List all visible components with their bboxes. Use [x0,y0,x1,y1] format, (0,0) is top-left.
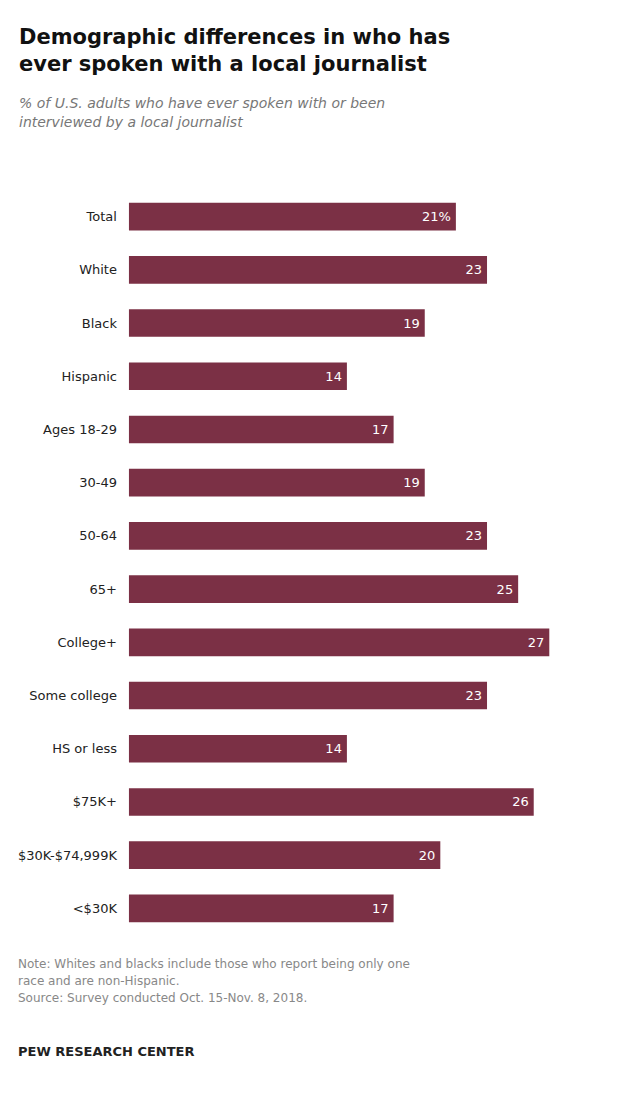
svg-text:Total: Total [86,209,117,224]
svg-text:21%: 21% [422,209,451,224]
svg-text:Some college: Some college [29,688,117,703]
svg-text:ever spoken with a local journ: ever spoken with a local journalist [19,52,427,76]
svg-text:$75K+: $75K+ [73,794,117,809]
svg-text:Hispanic: Hispanic [62,369,117,384]
svg-text:HS or less: HS or less [52,741,117,756]
svg-text:% of U.S. adults who have ever: % of U.S. adults who have ever spoken wi… [19,95,385,111]
svg-text:<$30K: <$30K [73,901,118,916]
svg-text:Source: Survey conducted Oct.: Source: Survey conducted Oct. 15-Nov. 8,… [18,991,307,1005]
svg-text:Demographic differences in who: Demographic differences in who has [19,25,450,49]
svg-text:race and are non-Hispanic.: race and are non-Hispanic. [18,974,180,988]
svg-text:23: 23 [465,528,482,543]
svg-text:interviewed by a local journal: interviewed by a local journalist [19,114,243,130]
svg-text:23: 23 [465,262,482,277]
svg-text:50-64: 50-64 [79,528,117,543]
svg-text:19: 19 [403,475,420,490]
svg-text:White: White [79,262,117,277]
svg-text:Ages 18-29: Ages 18-29 [43,422,117,437]
svg-text:25: 25 [497,582,514,597]
svg-text:PEW RESEARCH CENTER: PEW RESEARCH CENTER [18,1044,194,1059]
svg-text:$30K-$74,999K: $30K-$74,999K [18,848,117,863]
svg-text:College+: College+ [58,635,117,650]
svg-text:65+: 65+ [90,582,117,597]
svg-text:17: 17 [372,901,389,916]
svg-text:23: 23 [465,688,482,703]
svg-text:Note: Whites and blacks includ: Note: Whites and blacks include those wh… [18,957,410,971]
svg-text:20: 20 [419,848,436,863]
svg-text:19: 19 [403,316,420,331]
svg-text:30-49: 30-49 [79,475,117,490]
svg-text:14: 14 [325,369,342,384]
svg-text:26: 26 [512,794,529,809]
svg-text:14: 14 [325,741,342,756]
svg-text:17: 17 [372,422,389,437]
svg-text:Black: Black [82,316,118,331]
svg-text:27: 27 [528,635,545,650]
